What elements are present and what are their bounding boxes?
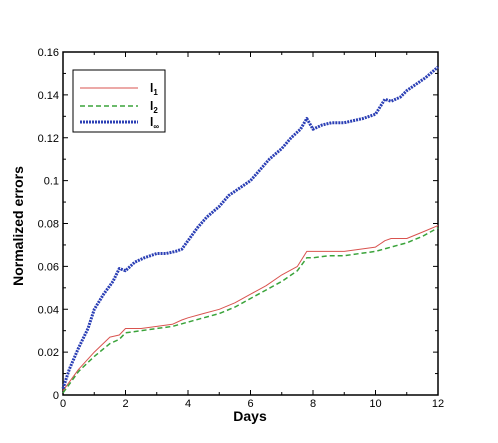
legend-label-l2: l2 <box>150 99 158 115</box>
legend-label-l1: l1 <box>150 81 158 97</box>
x-tick-label-1: 2 <box>122 398 128 410</box>
series-line-linf <box>61 65 439 390</box>
y-tick-label-7: 0.14 <box>38 90 59 102</box>
series-line-l2 <box>62 227 439 394</box>
x-tick-label-0: 0 <box>60 398 66 410</box>
y-tick-label-1: 0.02 <box>38 347 59 359</box>
x-axis-title: Days <box>233 408 267 424</box>
y-tick-label-4: 0.08 <box>38 219 59 231</box>
y-tick-label-5: 0.1 <box>44 176 59 188</box>
legend-label-linf: l∞ <box>150 115 159 131</box>
y-tick-label-6: 0.12 <box>38 133 59 145</box>
x-tick-label-2: 4 <box>185 398 191 410</box>
x-tick-label-3: 6 <box>247 398 253 410</box>
series-line-l1 <box>62 225 439 391</box>
x-tick-label-5: 10 <box>369 398 381 410</box>
y-tick-label-8: 0.16 <box>38 47 59 59</box>
y-axis-title: Normalized errors <box>10 166 26 286</box>
y-tick-label-2: 0.04 <box>38 304 59 316</box>
legend: l1 l2 l∞ <box>72 69 166 133</box>
x-tick-label-4: 8 <box>310 398 316 410</box>
y-tick-label-3: 0.06 <box>38 261 59 273</box>
y-tick-label-0: 0 <box>53 390 59 402</box>
x-tick-label-6: 12 <box>432 398 444 410</box>
